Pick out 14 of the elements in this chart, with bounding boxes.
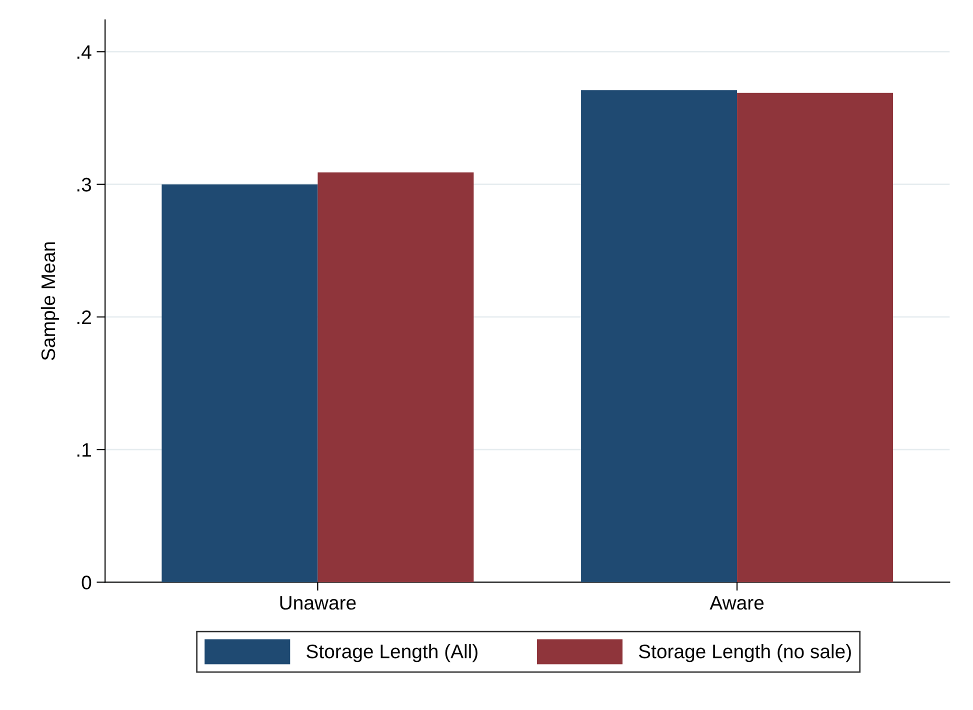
y-tick-label: .4 bbox=[77, 45, 92, 59]
bar bbox=[581, 90, 738, 582]
y-tick-label: .1 bbox=[77, 443, 91, 457]
x-tick-label: Unaware bbox=[280, 596, 356, 610]
x-tick-label: Aware bbox=[710, 596, 764, 610]
legend-label: Storage Length (no sale) bbox=[638, 644, 851, 662]
y-axis-title: Sample Mean bbox=[40, 242, 60, 360]
bar bbox=[162, 184, 318, 582]
y-tick-label: .2 bbox=[77, 310, 91, 324]
legend-label: Storage Length (All) bbox=[306, 644, 478, 662]
bar bbox=[318, 172, 474, 582]
y-tick-label: .3 bbox=[77, 178, 92, 192]
bar bbox=[737, 92, 894, 582]
y-tick-label: 0 bbox=[82, 576, 92, 590]
